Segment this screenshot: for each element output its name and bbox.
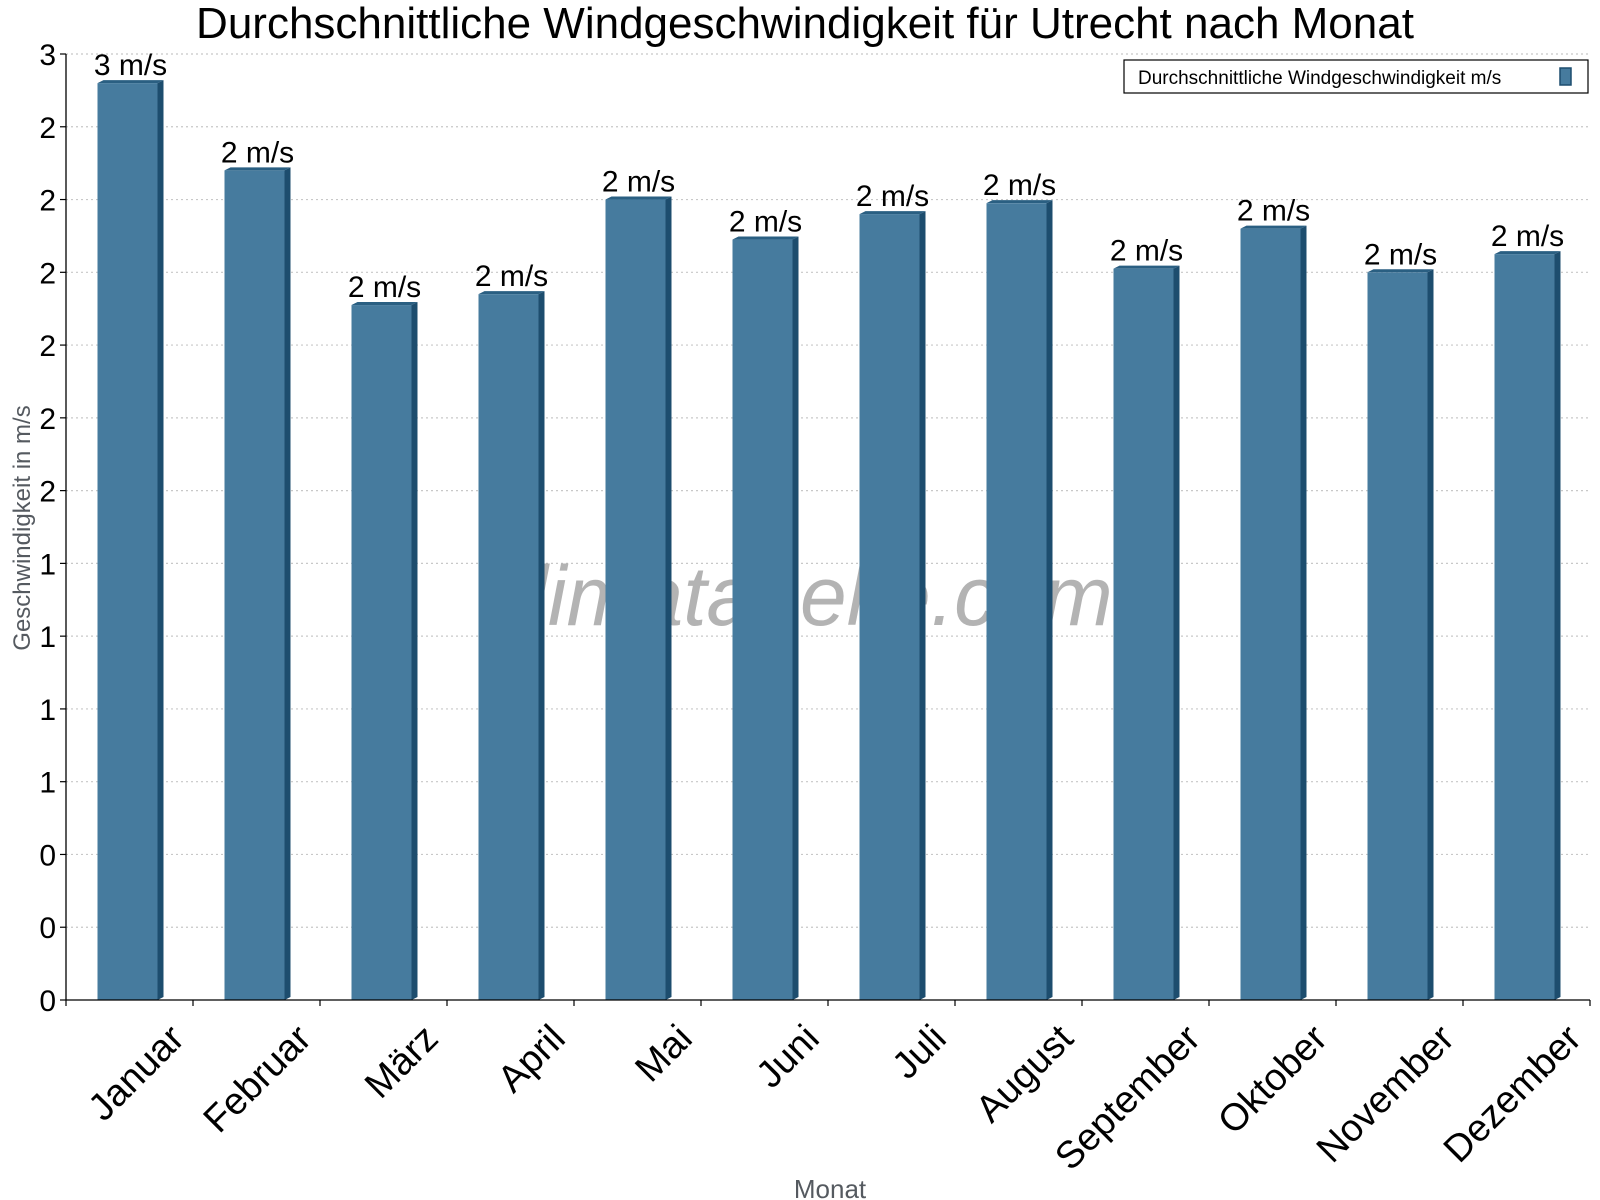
- bar-top: [605, 196, 672, 200]
- x-tick-label: Februar: [196, 1017, 320, 1141]
- data-label: 2 m/s: [1110, 235, 1183, 268]
- y-tick-label: 1: [39, 767, 56, 800]
- data-label: 2 m/s: [856, 180, 929, 213]
- bar-top: [859, 211, 926, 215]
- y-tick-label: 0: [39, 839, 56, 872]
- gridlines: [66, 53, 1590, 928]
- bar-top: [1494, 251, 1561, 255]
- bar: [97, 83, 158, 1001]
- bar-top: [351, 302, 418, 306]
- x-tick-label: November: [1309, 1017, 1463, 1171]
- bar-side: [284, 167, 291, 1000]
- bar-side: [411, 302, 418, 1000]
- bar-side: [792, 236, 799, 1001]
- data-label: 2 m/s: [348, 271, 421, 304]
- x-tick-label: Juni: [749, 1017, 828, 1096]
- y-tick-label: 3: [39, 39, 56, 72]
- y-tick-label: 0: [39, 912, 56, 945]
- y-tick-label: 2: [39, 403, 56, 436]
- data-label: 2 m/s: [983, 169, 1056, 202]
- y-tick-label: 1: [39, 694, 56, 727]
- data-label: 2 m/s: [1491, 220, 1564, 253]
- y-tick-label: 2: [39, 330, 56, 363]
- x-tick-label: Juli: [885, 1017, 955, 1087]
- bar-side: [538, 291, 545, 1001]
- y-tick-label: 1: [39, 621, 56, 654]
- bar: [1113, 268, 1174, 1001]
- y-axis: 0 0 0 1 1 1 1 2 2 2 2 2 2 3: [39, 39, 67, 1018]
- bar: [605, 199, 666, 1001]
- legend-box: [1123, 59, 1589, 94]
- x-axis-title: Monat: [794, 1174, 867, 1200]
- y-tick-label: 2: [39, 476, 56, 509]
- bar-top: [986, 200, 1053, 204]
- x-tick-label: April: [490, 1017, 573, 1100]
- bar-side: [665, 196, 672, 1001]
- bar-side: [1046, 200, 1053, 1000]
- x-tick-label: Januar: [81, 1017, 193, 1129]
- bar-top: [478, 291, 545, 295]
- bar: [859, 214, 920, 1001]
- bar-top: [224, 167, 291, 171]
- x-tick-label: Mai: [628, 1017, 701, 1090]
- bar: [1240, 228, 1301, 1001]
- bar-top: [1367, 269, 1434, 273]
- legend-swatch: [1559, 67, 1572, 86]
- bar: [1367, 272, 1428, 1000]
- data-label: 2 m/s: [602, 166, 675, 199]
- chart-title: Durchschnittliche Windgeschwindigkeit fü…: [196, 0, 1414, 48]
- y-axis-title: Geschwindigkeit in m/s: [9, 405, 36, 650]
- bar: [478, 294, 539, 1001]
- bar-side: [1554, 251, 1561, 1001]
- bar-side: [1300, 225, 1307, 1001]
- bar: [732, 239, 793, 1001]
- x-tick-label: August: [968, 1017, 1082, 1131]
- bar-top: [1113, 265, 1180, 269]
- bar: [986, 203, 1047, 1000]
- x-tick-label: Dezember: [1436, 1017, 1590, 1171]
- bar: [1494, 254, 1555, 1001]
- bar-top: [732, 236, 799, 240]
- bar-side: [157, 80, 164, 1001]
- y-tick-label: 1: [39, 548, 56, 581]
- y-tick-label: 2: [39, 112, 56, 145]
- bar-top: [97, 80, 164, 84]
- legend-label: Durchschnittliche Windgeschwindigkeit m/…: [1138, 68, 1501, 89]
- data-labels: 3 m/s 2 m/s 2 m/s 2 m/s 2 m/s 2 m/s 2 m/s 2 m/s…: [94, 49, 1564, 304]
- bars: [97, 80, 1561, 1001]
- bar-top: [1240, 225, 1307, 229]
- data-label: 2 m/s: [1364, 238, 1437, 271]
- data-label: 3 m/s: [94, 49, 167, 82]
- data-label: 2 m/s: [729, 206, 802, 239]
- legend: Durchschnittliche Windgeschwindigkeit m/…: [1123, 59, 1589, 94]
- x-tick-label: Oktober: [1210, 1017, 1336, 1143]
- data-label: 2 m/s: [221, 136, 294, 169]
- bar-side: [1427, 269, 1434, 1000]
- y-tick-label: 2: [39, 185, 56, 218]
- bar: [224, 170, 285, 1000]
- data-label: 2 m/s: [475, 260, 548, 293]
- bar-side: [1173, 265, 1180, 1001]
- data-label: 2 m/s: [1237, 195, 1310, 228]
- y-tick-label: 2: [39, 257, 56, 290]
- y-tick-label: 0: [39, 985, 56, 1018]
- x-axis: Januar Februar März April Mai Juni Juli AugustS…: [65, 999, 1591, 1178]
- bar: [351, 305, 412, 1000]
- x-tick-label: März: [357, 1017, 446, 1106]
- bar-side: [919, 211, 926, 1001]
